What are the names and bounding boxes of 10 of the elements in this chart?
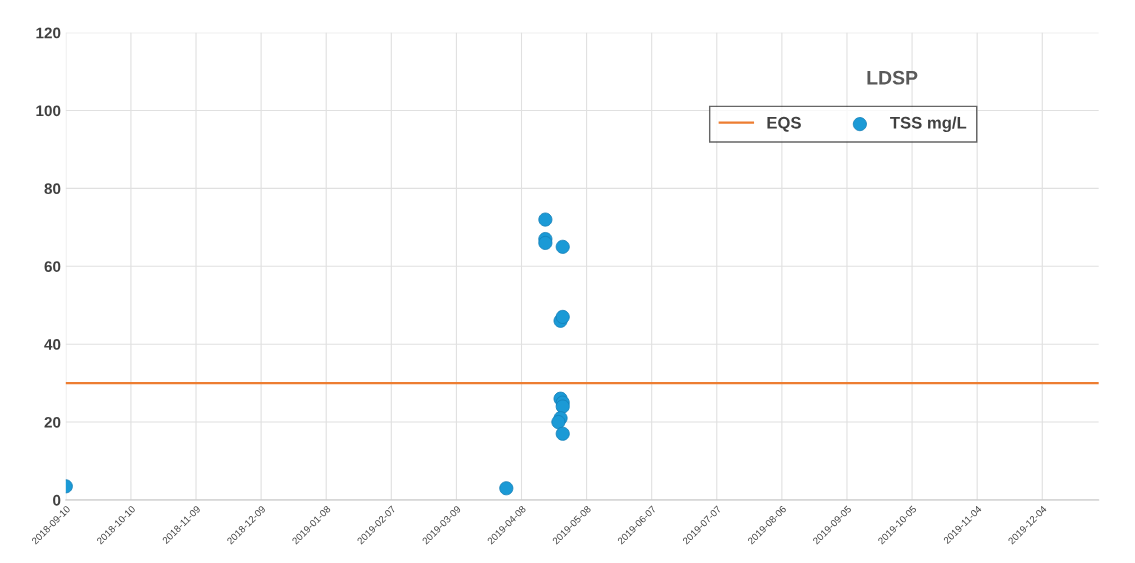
y-tick-label: 40 [44, 339, 61, 350]
y-tick-label: 60 [44, 261, 61, 272]
y-tick-label: 120 [36, 27, 61, 39]
y-tick-label: 100 [36, 105, 61, 117]
y-tick-label: 80 [44, 183, 61, 195]
y-tick-label: 20 [44, 416, 61, 428]
legend-label: TSS mg/L [890, 116, 967, 133]
y-tick-label: 0 [53, 494, 61, 506]
text: LDSP [867, 70, 918, 85]
legend-label: EQS [767, 116, 801, 132]
